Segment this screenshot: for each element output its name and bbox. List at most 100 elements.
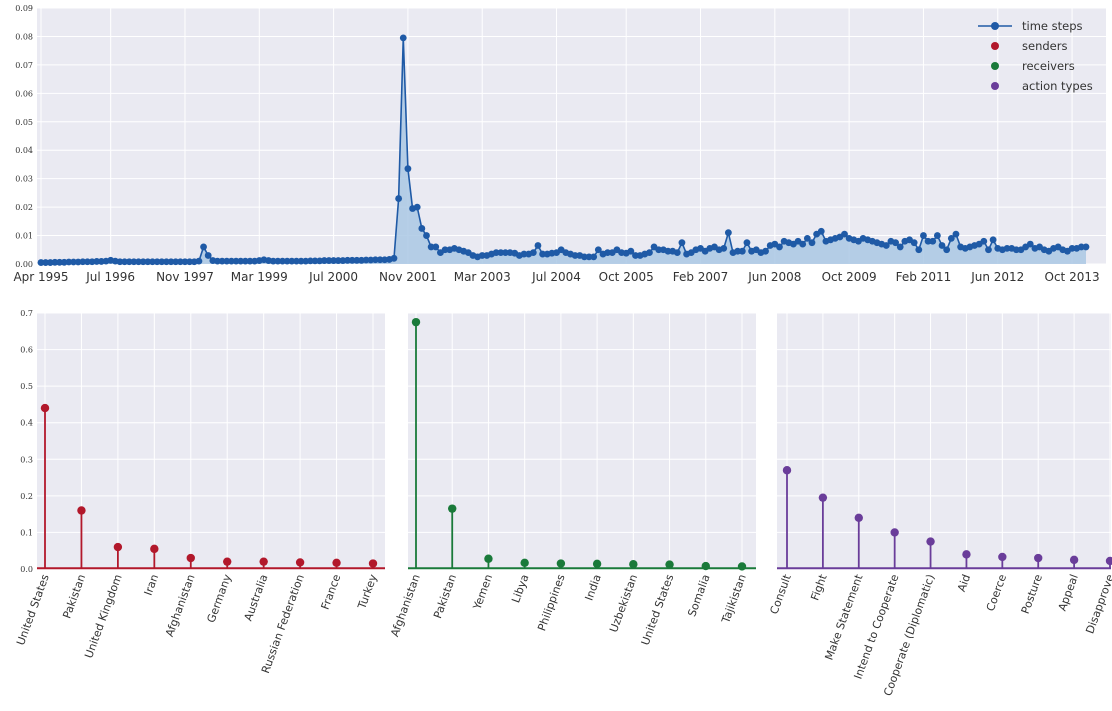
time-y-tick-label: 0.08 bbox=[15, 32, 33, 41]
time-point bbox=[195, 257, 203, 265]
actions-stem-appeal bbox=[1069, 555, 1079, 569]
legend-label: receivers bbox=[1022, 59, 1075, 73]
time-grid bbox=[37, 7, 1106, 265]
time-point bbox=[646, 249, 653, 257]
actions-category-label: Posture bbox=[1019, 572, 1045, 615]
time-point bbox=[539, 250, 546, 258]
time-point bbox=[1012, 246, 1020, 254]
time-point bbox=[952, 230, 960, 238]
receivers-category-label: Afghanistan bbox=[388, 573, 423, 639]
receivers-category-label: Tajikistan bbox=[719, 573, 749, 626]
time-point bbox=[776, 243, 783, 251]
time-point bbox=[985, 246, 992, 254]
senders-y-tick-label: 0.3 bbox=[20, 455, 33, 464]
stem-marker bbox=[332, 558, 341, 567]
senders-category-label: Germany bbox=[205, 572, 235, 624]
senders-stem-united-kingdom bbox=[113, 542, 123, 569]
time-y-tick-label: 0.09 bbox=[15, 4, 33, 13]
time-x-tick-label: Feb 2007 bbox=[673, 270, 729, 284]
time-y-tick-label: 0.02 bbox=[15, 203, 33, 212]
actions-stem-aid bbox=[962, 550, 971, 569]
time-point bbox=[627, 247, 635, 255]
receivers-category-label: Philippines bbox=[535, 572, 568, 632]
time-point bbox=[989, 236, 997, 244]
time-x-tick-label: Jul 2000 bbox=[308, 270, 358, 284]
senders-stem-iran bbox=[150, 544, 159, 569]
legend-dot-swatch bbox=[991, 42, 999, 50]
senders-category-label: United States bbox=[14, 572, 52, 647]
stem-marker bbox=[411, 317, 421, 327]
receivers-stem-uzbekistan bbox=[629, 560, 638, 569]
stem-marker bbox=[890, 528, 899, 537]
time-point bbox=[590, 253, 598, 261]
time-point bbox=[910, 239, 918, 247]
time-point bbox=[390, 254, 398, 262]
time-point bbox=[943, 246, 951, 254]
senders-stem-france bbox=[332, 558, 341, 569]
time-point bbox=[808, 239, 816, 247]
stem-marker bbox=[40, 403, 50, 413]
stem-marker bbox=[223, 557, 232, 566]
stem-marker bbox=[629, 560, 638, 569]
receivers-stem-tajikistan bbox=[737, 562, 747, 571]
time-point bbox=[762, 247, 769, 255]
time-steps-panel: 0.00 0.01 0.02 0.03 0.04 0.05 0.06 0.07 0.08 0.09… bbox=[13, 4, 1106, 284]
time-point bbox=[799, 240, 807, 248]
time-point bbox=[1003, 244, 1011, 252]
actions-category-label: Consult bbox=[767, 572, 794, 616]
time-point bbox=[678, 239, 686, 247]
time-point bbox=[924, 237, 932, 245]
time-plot-area bbox=[37, 8, 1106, 264]
senders-category-label: United Kingdom bbox=[82, 573, 124, 660]
stem-marker bbox=[556, 559, 566, 568]
actions-stem-posture bbox=[1034, 553, 1043, 569]
legend-label: time steps bbox=[1022, 19, 1083, 33]
time-y-tick-label: 0.05 bbox=[15, 118, 33, 127]
stem-marker bbox=[1105, 556, 1112, 566]
receivers-category-label: Yemen bbox=[470, 573, 495, 613]
senders-category-label: France bbox=[319, 572, 344, 611]
stem-marker bbox=[1069, 555, 1079, 565]
senders-y-ticks: 0.0 0.1 0.2 0.3 0.4 0.5 0.6 0.7 bbox=[20, 309, 33, 574]
senders-stem-united-states bbox=[40, 403, 50, 569]
time-point bbox=[929, 237, 937, 245]
time-point bbox=[395, 195, 403, 202]
actions-category-label: Appeal bbox=[1056, 573, 1081, 613]
senders-panel: 0.0 0.1 0.2 0.3 0.4 0.5 0.6 0.7 United States Pak… bbox=[14, 309, 385, 675]
senders-stem-turkey bbox=[368, 559, 378, 569]
stem-marker bbox=[259, 557, 268, 566]
stem-marker bbox=[737, 562, 747, 571]
time-point bbox=[947, 235, 955, 242]
receivers-category-label: Somalia bbox=[685, 573, 712, 619]
senders-y-tick-label: 0.2 bbox=[20, 492, 33, 501]
time-point bbox=[632, 252, 639, 259]
receivers-category-label: United States bbox=[639, 572, 677, 647]
senders-y-tick-label: 0.1 bbox=[20, 528, 33, 537]
stem-marker bbox=[962, 550, 971, 559]
time-point bbox=[418, 225, 426, 232]
time-x-tick-label: Mar 1999 bbox=[231, 270, 288, 284]
time-x-tick-label: Apr 1995 bbox=[13, 270, 68, 284]
time-point bbox=[803, 235, 811, 242]
actions-category-label: Aid bbox=[955, 573, 973, 594]
stem-marker bbox=[150, 544, 159, 554]
time-point bbox=[200, 243, 207, 251]
receivers-stem-somalia bbox=[701, 561, 710, 571]
time-point bbox=[743, 239, 751, 247]
time-steps-points bbox=[37, 34, 1090, 266]
time-point bbox=[892, 239, 899, 247]
senders-y-tick-label: 0.0 bbox=[20, 565, 33, 574]
legend-dot-swatch bbox=[991, 62, 999, 70]
actions-category-label: Coerce bbox=[984, 572, 1009, 613]
time-point bbox=[1082, 243, 1090, 251]
receivers-plot-area bbox=[408, 313, 756, 569]
actions-stem-coerce bbox=[998, 552, 1007, 569]
receivers-category-label: India bbox=[582, 573, 603, 603]
stem-marker bbox=[77, 506, 86, 515]
receivers-stem-united-states bbox=[665, 560, 674, 569]
time-point bbox=[664, 247, 672, 255]
time-point bbox=[896, 243, 904, 251]
